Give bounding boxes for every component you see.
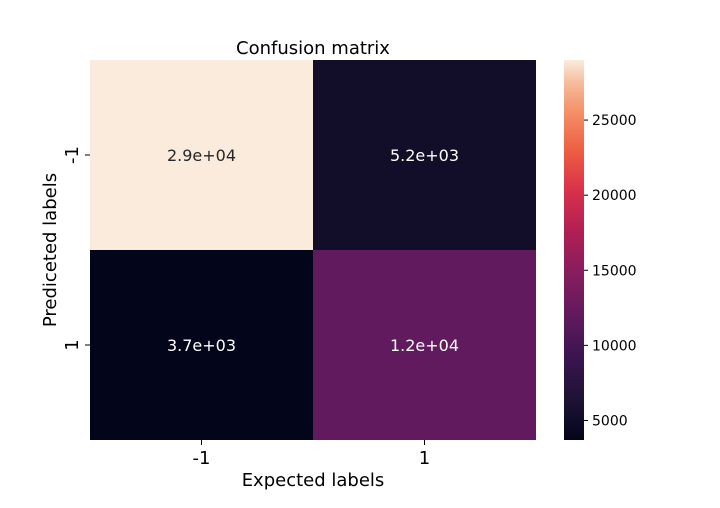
colorbar-ticks: 5000 10000 15000 20000 25000	[584, 113, 637, 429]
cell-annotation-1-0: 3.7e+03	[167, 336, 236, 355]
cell-annotation-0-0: 2.9e+04	[167, 146, 236, 165]
x-axis-ticks: -1 1	[193, 440, 430, 469]
x-axis-label: Expected labels	[242, 470, 385, 491]
chart-title: Confusion matrix	[236, 38, 390, 59]
colorbar	[564, 60, 584, 440]
heatmap-cells	[90, 60, 536, 440]
y-axis-label: Prediceted labels	[40, 173, 61, 327]
colorbar-tick-label-1: 10000	[592, 338, 637, 354]
colorbar-tick-label-0: 5000	[592, 413, 628, 429]
colorbar-tick-label-3: 20000	[592, 188, 637, 204]
heatmap-cell-0-1	[313, 60, 536, 250]
x-tick-label-0: -1	[193, 448, 211, 469]
cell-annotation-0-1: 5.2e+03	[390, 146, 459, 165]
colorbar-tick-label-4: 25000	[592, 113, 637, 129]
y-axis-ticks: -1 1	[62, 146, 90, 351]
y-tick-label-0: -1	[62, 146, 83, 164]
cell-annotations: 2.9e+04 5.2e+03 3.7e+03 1.2e+04	[167, 146, 459, 355]
heatmap-cell-1-1	[313, 250, 536, 440]
colorbar-tick-label-2: 15000	[592, 263, 637, 279]
x-tick-label-1: 1	[419, 448, 430, 469]
y-tick-label-1: 1	[62, 339, 83, 350]
heatmap-cell-1-0	[90, 250, 313, 440]
cell-annotation-1-1: 1.2e+04	[390, 336, 459, 355]
heatmap-cell-0-0	[90, 60, 313, 250]
